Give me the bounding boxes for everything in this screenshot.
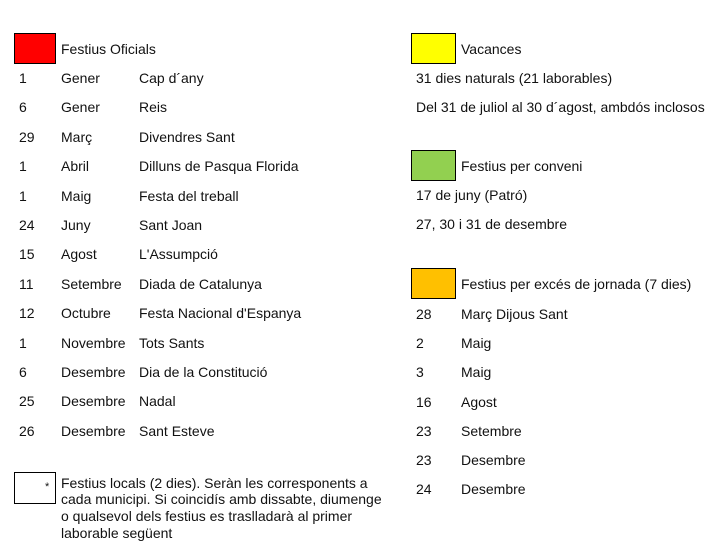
holiday-month: Abril [61, 158, 90, 175]
holiday-month: Març [61, 128, 93, 145]
holiday-month: Gener [61, 70, 100, 86]
exces-month: Maig [461, 335, 492, 352]
holiday-month: Agost [61, 246, 97, 263]
holiday-name: Tots Sants [139, 334, 205, 351]
holiday-name: Sant Joan [139, 217, 203, 233]
holiday-month: Octubre [61, 305, 111, 322]
holiday-name: Diada de Catalunya [139, 275, 262, 292]
exces-swatch [411, 268, 456, 299]
exces-day: 3 [416, 364, 424, 381]
conveni-line: 27, 30 i 31 de desembre [416, 216, 567, 232]
exces-day: 24 [416, 481, 432, 498]
holiday-month: Juny [61, 217, 91, 233]
holiday-name: Cap d´any [139, 70, 204, 86]
holiday-day: 29 [19, 128, 35, 145]
holiday-name: Festa del treball [139, 187, 239, 204]
vacances-title: Vacances [461, 41, 522, 57]
festius-locals-line: Festius locals (2 dies). Seràn les corre… [61, 475, 368, 491]
holiday-day: 24 [19, 217, 35, 233]
holiday-day: 1 [19, 70, 27, 86]
holiday-day: 1 [19, 334, 27, 351]
exces-month: Març Dijous Sant [461, 306, 568, 322]
holiday-month: Desembre [61, 393, 126, 410]
holiday-month: Setembre [61, 275, 122, 292]
vacances-line: Del 31 de juliol al 30 d´agost, ambdós i… [416, 99, 705, 115]
holiday-day: 25 [19, 393, 35, 410]
holiday-name: L'Assumpció [139, 246, 218, 263]
festius-oficials-title: Festius Oficials [61, 41, 156, 57]
exces-day: 23 [416, 422, 432, 439]
holiday-name: Sant Esteve [139, 422, 215, 439]
festius-locals-line: laborable següent [61, 525, 173, 541]
exces-day: 28 [416, 306, 432, 322]
holiday-name: Divendres Sant [139, 128, 235, 145]
holiday-day: 11 [19, 275, 34, 292]
holiday-month: Novembre [61, 334, 126, 351]
exces-day: 2 [416, 335, 424, 352]
holiday-month: Desembre [61, 364, 126, 380]
festius-locals-line: cada municipi. Si coincidís amb dissabte… [61, 491, 382, 507]
holiday-day: 6 [19, 99, 27, 116]
holiday-day: 15 [19, 246, 35, 263]
exces-month: Maig [461, 364, 492, 381]
holiday-day: 12 [19, 305, 35, 322]
exces-month: Agost [461, 393, 497, 410]
exces-day: 16 [416, 393, 432, 410]
holiday-name: Dilluns de Pasqua Florida [139, 158, 299, 175]
vacances-swatch [411, 33, 456, 64]
festius-oficials-swatch [14, 33, 56, 64]
holiday-day: 1 [19, 158, 27, 175]
exces-month: Desembre [461, 481, 526, 498]
holiday-day: 26 [19, 422, 35, 439]
festius-locals-marker: * [45, 481, 50, 493]
exces-title: Festius per excés de jornada (7 dies) [461, 276, 692, 292]
holiday-month: Desembre [61, 422, 126, 439]
vacances-line: 31 dies naturals (21 laborables) [416, 70, 613, 86]
conveni-title: Festius per conveni [461, 158, 583, 174]
exces-day: 23 [416, 452, 432, 468]
holiday-name: Reis [139, 99, 168, 116]
holiday-month: Gener [61, 99, 100, 116]
conveni-swatch [411, 150, 456, 181]
conveni-line: 17 de juny (Patró) [416, 187, 528, 203]
holiday-name: Festa Nacional d'Espanya [139, 305, 302, 322]
holiday-name: Nadal [139, 393, 176, 410]
holiday-day: 1 [19, 187, 27, 204]
holiday-month: Maig [61, 187, 92, 204]
holiday-name: Dia de la Constitució [139, 364, 268, 380]
festius-locals-line: o qualsevol dels festius es traslladarà … [61, 508, 353, 524]
exces-month: Desembre [461, 452, 526, 468]
holiday-day: 6 [19, 364, 27, 380]
festius-locals-swatch [14, 472, 56, 504]
exces-month: Setembre [461, 422, 522, 439]
